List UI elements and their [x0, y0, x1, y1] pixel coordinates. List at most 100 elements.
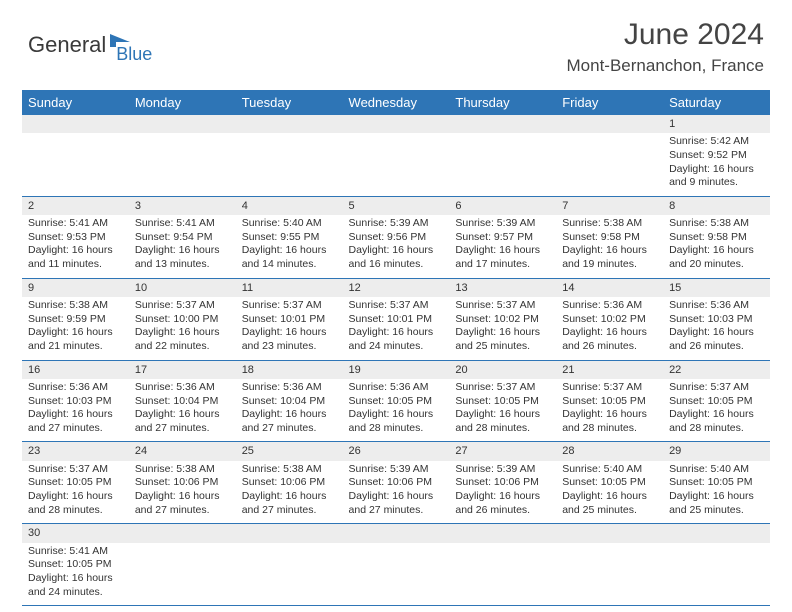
- logo-text-blue: Blue: [116, 44, 152, 65]
- day-detail: Sunrise: 5:37 AMSunset: 10:05 PMDaylight…: [663, 379, 770, 442]
- day-detail: Sunrise: 5:37 AMSunset: 10:05 PMDaylight…: [449, 379, 556, 442]
- day-number: [236, 115, 343, 133]
- day-detail: Sunrise: 5:42 AMSunset: 9:52 PMDaylight:…: [663, 133, 770, 196]
- day-header: Thursday: [449, 90, 556, 115]
- day-detail: [556, 133, 663, 196]
- day-detail: Sunrise: 5:37 AMSunset: 10:05 PMDaylight…: [556, 379, 663, 442]
- day-detail: [129, 133, 236, 196]
- day-number: 24: [129, 442, 236, 461]
- day-detail: Sunrise: 5:36 AMSunset: 10:04 PMDaylight…: [129, 379, 236, 442]
- day-detail-row: Sunrise: 5:38 AMSunset: 9:59 PMDaylight:…: [22, 297, 770, 360]
- day-number: 9: [22, 278, 129, 297]
- day-number: 22: [663, 360, 770, 379]
- day-number: 4: [236, 196, 343, 215]
- day-number-row: 23242526272829: [22, 442, 770, 461]
- day-detail: [556, 543, 663, 606]
- day-detail: Sunrise: 5:41 AMSunset: 9:53 PMDaylight:…: [22, 215, 129, 278]
- day-detail: [236, 133, 343, 196]
- day-detail: Sunrise: 5:38 AMSunset: 9:59 PMDaylight:…: [22, 297, 129, 360]
- page-subtitle: Mont-Bernanchon, France: [567, 56, 765, 76]
- day-number: 26: [343, 442, 450, 461]
- day-detail-row: Sunrise: 5:41 AMSunset: 10:05 PMDaylight…: [22, 543, 770, 606]
- day-number: 2: [22, 196, 129, 215]
- day-number: 28: [556, 442, 663, 461]
- day-number-row: 1: [22, 115, 770, 133]
- day-number: [22, 115, 129, 133]
- day-detail: Sunrise: 5:40 AMSunset: 10:05 PMDaylight…: [556, 461, 663, 524]
- day-detail: [449, 133, 556, 196]
- day-detail: Sunrise: 5:41 AMSunset: 10:05 PMDaylight…: [22, 543, 129, 606]
- day-detail-row: Sunrise: 5:42 AMSunset: 9:52 PMDaylight:…: [22, 133, 770, 196]
- day-detail: Sunrise: 5:41 AMSunset: 9:54 PMDaylight:…: [129, 215, 236, 278]
- day-detail: Sunrise: 5:37 AMSunset: 10:00 PMDaylight…: [129, 297, 236, 360]
- day-number: 25: [236, 442, 343, 461]
- day-detail: Sunrise: 5:37 AMSunset: 10:01 PMDaylight…: [236, 297, 343, 360]
- day-detail: Sunrise: 5:36 AMSunset: 10:04 PMDaylight…: [236, 379, 343, 442]
- header: General Blue June 2024 Mont-Bernanchon, …: [0, 0, 792, 84]
- day-detail-row: Sunrise: 5:36 AMSunset: 10:03 PMDaylight…: [22, 379, 770, 442]
- day-number: 12: [343, 278, 450, 297]
- day-number: 10: [129, 278, 236, 297]
- day-detail: [449, 543, 556, 606]
- day-detail: Sunrise: 5:37 AMSunset: 10:05 PMDaylight…: [22, 461, 129, 524]
- day-detail: Sunrise: 5:39 AMSunset: 10:06 PMDaylight…: [449, 461, 556, 524]
- day-number: 19: [343, 360, 450, 379]
- day-header: Tuesday: [236, 90, 343, 115]
- day-number: [663, 524, 770, 543]
- day-number-row: 9101112131415: [22, 278, 770, 297]
- day-number: [449, 115, 556, 133]
- day-detail: Sunrise: 5:36 AMSunset: 10:05 PMDaylight…: [343, 379, 450, 442]
- day-detail: [343, 133, 450, 196]
- day-detail: Sunrise: 5:36 AMSunset: 10:02 PMDaylight…: [556, 297, 663, 360]
- logo: General Blue: [28, 18, 152, 65]
- day-number: 23: [22, 442, 129, 461]
- day-number: 5: [343, 196, 450, 215]
- day-detail: Sunrise: 5:38 AMSunset: 9:58 PMDaylight:…: [663, 215, 770, 278]
- day-number-row: 16171819202122: [22, 360, 770, 379]
- day-detail: Sunrise: 5:37 AMSunset: 10:01 PMDaylight…: [343, 297, 450, 360]
- day-number: 13: [449, 278, 556, 297]
- day-detail: Sunrise: 5:39 AMSunset: 10:06 PMDaylight…: [343, 461, 450, 524]
- logo-text-general: General: [28, 32, 106, 58]
- day-detail-row: Sunrise: 5:37 AMSunset: 10:05 PMDaylight…: [22, 461, 770, 524]
- day-detail: Sunrise: 5:38 AMSunset: 9:58 PMDaylight:…: [556, 215, 663, 278]
- day-header: Sunday: [22, 90, 129, 115]
- page-title: June 2024: [567, 18, 765, 52]
- day-number: 16: [22, 360, 129, 379]
- day-detail: Sunrise: 5:38 AMSunset: 10:06 PMDaylight…: [236, 461, 343, 524]
- day-header: Wednesday: [343, 90, 450, 115]
- day-detail: Sunrise: 5:40 AMSunset: 10:05 PMDaylight…: [663, 461, 770, 524]
- day-header-row: SundayMondayTuesdayWednesdayThursdayFrid…: [22, 90, 770, 115]
- day-number: 27: [449, 442, 556, 461]
- day-number: 6: [449, 196, 556, 215]
- day-header: Monday: [129, 90, 236, 115]
- day-number: 21: [556, 360, 663, 379]
- day-header: Friday: [556, 90, 663, 115]
- day-detail-row: Sunrise: 5:41 AMSunset: 9:53 PMDaylight:…: [22, 215, 770, 278]
- day-number: [236, 524, 343, 543]
- day-detail: Sunrise: 5:37 AMSunset: 10:02 PMDaylight…: [449, 297, 556, 360]
- day-detail: Sunrise: 5:39 AMSunset: 9:56 PMDaylight:…: [343, 215, 450, 278]
- day-number: [556, 115, 663, 133]
- day-detail: [343, 543, 450, 606]
- day-number: [556, 524, 663, 543]
- day-detail: [663, 543, 770, 606]
- day-number-row: 2345678: [22, 196, 770, 215]
- day-number: [129, 115, 236, 133]
- day-number: 17: [129, 360, 236, 379]
- day-number: 8: [663, 196, 770, 215]
- title-block: June 2024 Mont-Bernanchon, France: [567, 18, 765, 76]
- day-number: 18: [236, 360, 343, 379]
- day-number: 1: [663, 115, 770, 133]
- day-number: [129, 524, 236, 543]
- day-number: 3: [129, 196, 236, 215]
- day-detail: Sunrise: 5:39 AMSunset: 9:57 PMDaylight:…: [449, 215, 556, 278]
- day-number: 29: [663, 442, 770, 461]
- day-number: [449, 524, 556, 543]
- day-detail: [236, 543, 343, 606]
- day-header: Saturday: [663, 90, 770, 115]
- day-number: 15: [663, 278, 770, 297]
- day-detail: [129, 543, 236, 606]
- day-detail: [22, 133, 129, 196]
- calendar-table: SundayMondayTuesdayWednesdayThursdayFrid…: [22, 90, 770, 606]
